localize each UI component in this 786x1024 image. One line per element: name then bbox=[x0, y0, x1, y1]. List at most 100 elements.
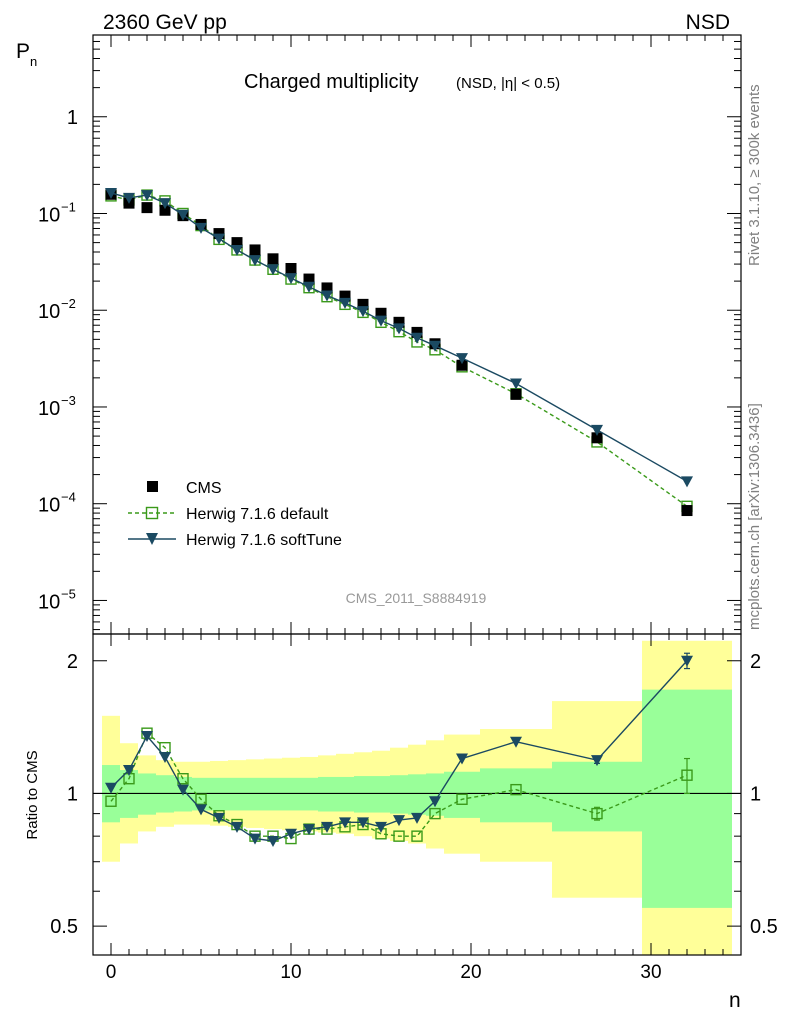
data-point bbox=[393, 815, 405, 827]
data-point bbox=[249, 255, 261, 267]
legend-label-cms: CMS bbox=[186, 480, 222, 497]
mcplots-label: mcplots.cern.ch [arXiv:1306.3436] bbox=[746, 403, 763, 630]
data-point bbox=[159, 751, 171, 763]
data-point bbox=[105, 187, 117, 199]
energy-label: 2360 GeV pp bbox=[103, 11, 227, 34]
data-point bbox=[231, 244, 243, 256]
ratio-y-tick-label: 0.5 bbox=[50, 916, 78, 938]
data-point bbox=[213, 233, 225, 245]
y-axis-label: P bbox=[16, 40, 30, 63]
y-tick-label-exponent: −3 bbox=[61, 393, 76, 408]
band-inner bbox=[300, 777, 318, 811]
ratio-y-tick-label: 1 bbox=[67, 783, 78, 805]
data-point bbox=[456, 359, 468, 371]
ratio-y-tick-label-right: 2 bbox=[750, 651, 761, 673]
band-inner bbox=[552, 761, 642, 832]
data-point bbox=[321, 282, 333, 294]
data-point bbox=[411, 332, 423, 344]
ratio-y-axis-label: Ratio to CMS bbox=[24, 750, 41, 839]
band-inner bbox=[282, 777, 300, 811]
data-point bbox=[249, 833, 261, 845]
data-point bbox=[681, 655, 693, 667]
y-tick-label-exponent: −5 bbox=[61, 586, 76, 601]
data-point bbox=[231, 821, 243, 833]
band-inner bbox=[246, 777, 264, 811]
chart-subtitle: (NSD, |η| < 0.5) bbox=[456, 75, 560, 92]
data-point bbox=[303, 824, 315, 836]
band-inner bbox=[336, 776, 354, 812]
data-point bbox=[456, 353, 468, 365]
data-point bbox=[159, 198, 171, 210]
data-point bbox=[591, 432, 603, 444]
data-point bbox=[375, 315, 387, 327]
data-point bbox=[123, 192, 135, 204]
y-tick-label: 10 bbox=[38, 398, 60, 420]
band-inner bbox=[642, 689, 732, 908]
chart-title: Charged multiplicity bbox=[244, 71, 419, 93]
data-point bbox=[429, 807, 441, 820]
process-label: NSD bbox=[686, 11, 730, 34]
data-point bbox=[357, 817, 369, 829]
legend-label-softtune: Herwig 7.1.6 softTune bbox=[186, 532, 342, 549]
band-inner bbox=[264, 777, 282, 811]
data-point bbox=[393, 830, 405, 842]
data-point bbox=[141, 730, 153, 742]
data-point bbox=[429, 340, 441, 352]
band-inner bbox=[354, 776, 372, 813]
data-point bbox=[411, 830, 423, 842]
y-axis-label-subscript: n bbox=[30, 54, 37, 69]
data-point bbox=[177, 209, 189, 221]
data-point bbox=[411, 326, 423, 338]
ratio-uncertainty-bands bbox=[102, 640, 732, 955]
x-axis-label: n bbox=[729, 989, 741, 1012]
legend-marker-softtune bbox=[146, 533, 158, 545]
data-point bbox=[141, 202, 153, 214]
y-tick-label: 10 bbox=[38, 301, 60, 323]
data-point bbox=[105, 782, 117, 794]
x-tick-label: 20 bbox=[460, 962, 481, 983]
x-tick-label: 10 bbox=[280, 962, 301, 983]
data-point bbox=[339, 290, 351, 302]
data-point bbox=[195, 793, 207, 805]
band-inner bbox=[138, 773, 156, 815]
y-tick-label: 10 bbox=[38, 495, 60, 517]
legend-marker-default bbox=[145, 506, 159, 520]
ratio-y-tick-label: 2 bbox=[67, 651, 78, 673]
band-inner bbox=[390, 775, 408, 814]
legend-marker-cms bbox=[147, 481, 158, 492]
data-point bbox=[321, 821, 333, 833]
data-point bbox=[339, 817, 351, 829]
data-point bbox=[213, 228, 225, 240]
data-point bbox=[141, 190, 153, 202]
data-point bbox=[510, 736, 522, 748]
rivet-version-label: Rivet 3.1.10, ≥ 300k events bbox=[746, 84, 763, 266]
y-tick-label: 10 bbox=[38, 591, 60, 613]
series-line bbox=[110, 194, 688, 507]
x-tick-label: 30 bbox=[640, 962, 661, 983]
data-point bbox=[456, 753, 468, 765]
data-point bbox=[393, 323, 405, 335]
data-point bbox=[456, 793, 468, 805]
band-inner bbox=[408, 774, 426, 815]
data-point bbox=[213, 812, 225, 824]
data-point bbox=[303, 281, 315, 293]
y-tick-label-exponent: −2 bbox=[61, 296, 76, 311]
data-point bbox=[285, 273, 297, 285]
y-tick-label-exponent: −1 bbox=[61, 199, 76, 214]
series-line bbox=[110, 732, 688, 840]
data-point bbox=[339, 297, 351, 309]
data-point bbox=[159, 204, 171, 216]
data-point bbox=[681, 476, 693, 488]
data-point bbox=[105, 795, 117, 807]
data-point bbox=[591, 755, 603, 767]
data-point bbox=[285, 828, 297, 840]
data-point bbox=[510, 388, 522, 400]
y-tick-label-exponent: −4 bbox=[61, 490, 76, 505]
data-point bbox=[249, 244, 261, 256]
data-point bbox=[357, 298, 369, 310]
data-point bbox=[510, 378, 522, 390]
data-point bbox=[177, 773, 189, 785]
data-point bbox=[231, 237, 243, 249]
main-series-layer bbox=[105, 187, 693, 517]
